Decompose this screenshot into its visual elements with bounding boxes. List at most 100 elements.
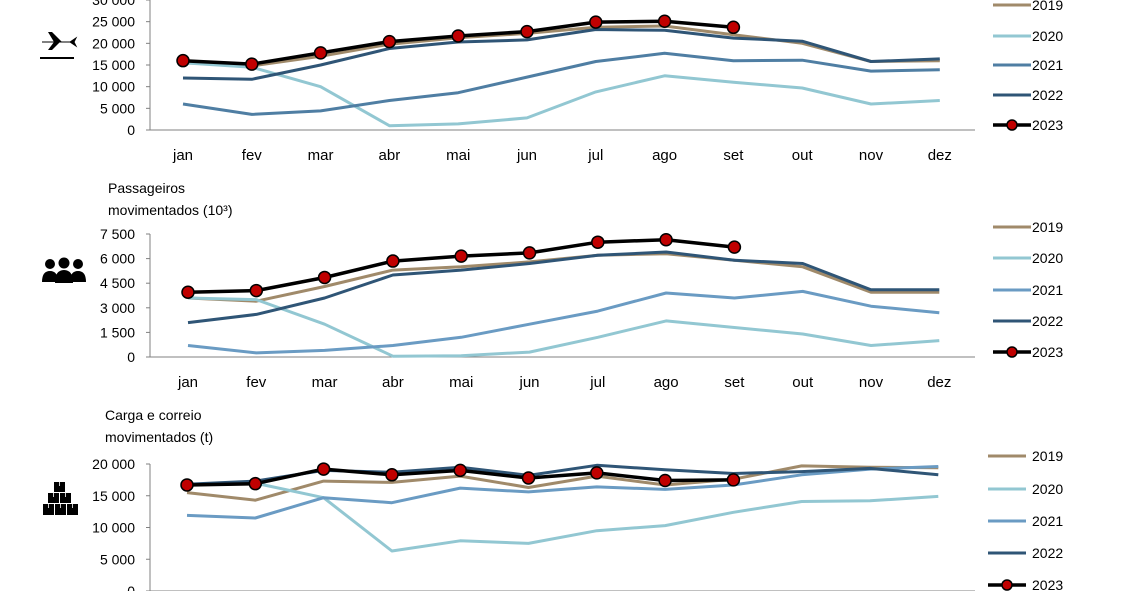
y-tick-label: 15 000	[92, 488, 135, 504]
point-2023	[726, 473, 741, 487]
y-tick-label: 20 000	[92, 456, 135, 472]
y-tick-label: 10 000	[92, 79, 135, 95]
legend-label: 2019	[1032, 219, 1063, 235]
x-tick-label: fev	[246, 374, 267, 391]
x-tick-label: abr	[379, 147, 401, 164]
y-tick-label: 30 000	[92, 0, 135, 8]
legend-label: 2021	[1032, 57, 1063, 73]
legend-label: 2021	[1032, 513, 1063, 529]
point-2023	[659, 232, 673, 247]
y-tick-label: 1 500	[100, 324, 135, 340]
series-line-2020	[182, 61, 940, 128]
x-tick-label: jul	[589, 374, 605, 391]
point-2023	[522, 246, 537, 260]
legend-label: 2023	[1032, 117, 1063, 133]
y-tick-label: 5 000	[100, 100, 135, 116]
point-2023	[176, 53, 190, 68]
legend-label: 2023	[1032, 577, 1063, 591]
x-tick-label: set	[724, 374, 745, 391]
point-2023	[658, 473, 672, 488]
point-2023	[249, 283, 264, 298]
y-tick-label: 3 000	[100, 300, 135, 316]
series-line-2022	[182, 28, 940, 81]
x-tick-label: dez	[927, 374, 951, 391]
legend-label: 2020	[1032, 250, 1063, 266]
x-tick-label: out	[792, 147, 814, 164]
series-line-2019	[186, 464, 939, 502]
x-tick-label: jul	[587, 147, 603, 164]
point-2023	[382, 34, 397, 49]
y-tick-label: 20 000	[92, 35, 135, 51]
legend-label: 2021	[1032, 282, 1063, 298]
point-2023	[317, 270, 332, 285]
point-2023	[521, 471, 536, 485]
passengers-icon	[42, 257, 86, 283]
legend-label: 2020	[1032, 481, 1063, 497]
series-line-2021	[187, 289, 940, 355]
y-tick-label: 7 500	[100, 226, 135, 242]
y-tick-label: 15 000	[92, 57, 135, 73]
point-2023	[454, 249, 468, 263]
cargo-boxes-icon	[43, 482, 78, 515]
x-tick-label: mar	[312, 374, 338, 391]
y-tick-label: 25 000	[92, 14, 135, 30]
legend-label: 2023	[1032, 344, 1063, 360]
point-2023	[727, 240, 742, 254]
y-tick-label: 6 000	[100, 251, 135, 267]
y-tick-label: 0	[127, 583, 135, 591]
series-line-2020	[187, 296, 940, 358]
chart-title-line-2: movimentados (10³)	[108, 202, 233, 218]
legend-marker-2023	[1006, 346, 1018, 358]
y-tick-label: 4 500	[100, 275, 135, 291]
passengers-chart: Passageiros movimentados (10³) 0 1 500 3 0…	[100, 180, 1063, 391]
y-tick-label: 0	[127, 122, 135, 138]
legend-label: 2022	[1032, 545, 1063, 561]
x-tick-label: jun	[516, 147, 537, 164]
aircraft-movements-chart: 0 5 000 10 000 15 000 20 000 25 000 30 000 jan f…	[92, 0, 1063, 164]
x-tick-label: abr	[382, 374, 404, 391]
point-2023	[316, 462, 331, 476]
point-2023	[726, 20, 741, 35]
point-2023	[385, 468, 399, 482]
cargo-mail-chart: Carga e correio movimentados (t) 0 5 000 1…	[92, 407, 1063, 591]
x-tick-label: mai	[446, 147, 470, 164]
y-tick-label: 0	[127, 349, 135, 365]
chart-title-line-2: movimentados (t)	[105, 429, 213, 445]
x-tick-label: ago	[652, 147, 677, 164]
legend-label: 2019	[1032, 448, 1063, 464]
point-2023	[245, 57, 259, 71]
point-2023	[181, 285, 195, 299]
y-tick-label: 5 000	[100, 551, 135, 567]
x-tick-label: set	[723, 147, 744, 164]
x-tick-label: jan	[177, 374, 198, 391]
x-tick-label: mai	[449, 374, 473, 391]
x-tick-label: out	[792, 374, 814, 391]
point-2023	[313, 46, 328, 60]
point-2023	[657, 14, 672, 28]
point-2023	[453, 463, 467, 478]
legend-marker-2023	[1001, 579, 1013, 591]
point-2023	[248, 476, 263, 491]
legend-label: 2022	[1032, 87, 1063, 103]
x-tick-label: nov	[859, 374, 884, 391]
point-2023	[590, 466, 604, 480]
series-line-2019	[182, 24, 940, 68]
chart-title-line-1: Carga e correio	[105, 407, 202, 423]
legend-label: 2022	[1032, 313, 1063, 329]
chart-title-line-1: Passageiros	[108, 180, 185, 196]
legend-marker-2023	[1006, 119, 1018, 131]
airplane-icon	[40, 32, 78, 59]
series-line-2020	[186, 481, 939, 553]
point-2023	[589, 15, 603, 29]
series-line-2021	[182, 51, 940, 116]
x-tick-label: mar	[308, 147, 334, 164]
x-tick-label: ago	[654, 374, 679, 391]
legend-label: 2019	[1032, 0, 1063, 13]
x-tick-label: jun	[518, 374, 539, 391]
point-2023	[591, 235, 605, 249]
point-2023	[451, 29, 465, 43]
x-tick-label: fev	[242, 147, 263, 164]
point-2023	[520, 24, 534, 39]
point-2023	[386, 254, 400, 268]
